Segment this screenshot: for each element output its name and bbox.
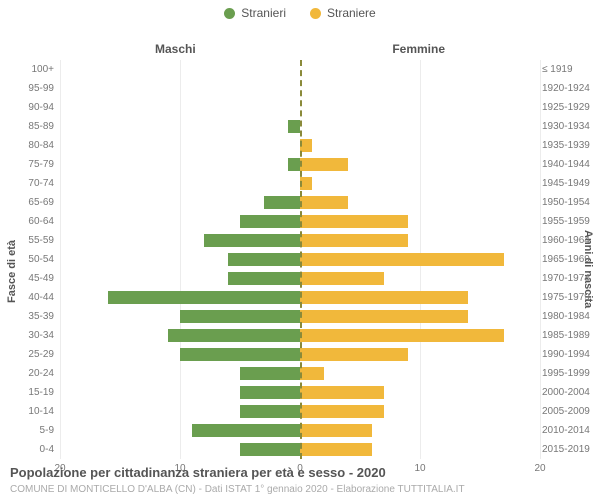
cohort-label: 1985-1989 <box>542 330 596 341</box>
legend-item-female: Straniere <box>310 6 376 20</box>
pyramid-chart: Maschi Femmine Fasce di età Anni di nasc… <box>0 20 600 460</box>
bar-male <box>168 329 300 342</box>
cohort-label: ≤ 1919 <box>542 64 596 75</box>
bar-male <box>240 386 300 399</box>
legend-label-female: Straniere <box>327 6 376 20</box>
bar-male <box>240 443 300 456</box>
x-tick: 10 <box>414 463 425 474</box>
chart-subtitle: COMUNE DI MONTICELLO D'ALBA (CN) - Dati … <box>10 484 465 495</box>
column-header-male: Maschi <box>155 42 196 56</box>
bar-male <box>264 196 300 209</box>
x-tick: 20 <box>534 463 545 474</box>
age-label: 55-59 <box>4 235 54 246</box>
cohort-label: 1975-1979 <box>542 292 596 303</box>
age-label: 20-24 <box>4 368 54 379</box>
bar-male <box>204 234 300 247</box>
age-label: 40-44 <box>4 292 54 303</box>
age-label: 90-94 <box>4 102 54 113</box>
age-label: 10-14 <box>4 406 54 417</box>
cohort-label: 1995-1999 <box>542 368 596 379</box>
bar-male <box>240 367 300 380</box>
bar-male <box>288 120 300 133</box>
cohort-label: 2010-2014 <box>542 425 596 436</box>
cohort-label: 1935-1939 <box>542 140 596 151</box>
cohort-label: 1980-1984 <box>542 311 596 322</box>
cohort-label: 1955-1959 <box>542 216 596 227</box>
age-label: 15-19 <box>4 387 54 398</box>
cohort-label: 1920-1924 <box>542 83 596 94</box>
age-label: 60-64 <box>4 216 54 227</box>
bar-female <box>300 348 408 361</box>
age-label: 50-54 <box>4 254 54 265</box>
bar-female <box>300 405 384 418</box>
cohort-label: 1930-1934 <box>542 121 596 132</box>
cohort-label: 1925-1929 <box>542 102 596 113</box>
bar-female <box>300 234 408 247</box>
age-label: 80-84 <box>4 140 54 151</box>
legend-swatch-female <box>310 8 321 19</box>
bar-female <box>300 291 468 304</box>
age-label: 100+ <box>4 64 54 75</box>
bar-female <box>300 329 504 342</box>
center-line <box>300 60 302 459</box>
bar-male <box>180 310 300 323</box>
age-label: 75-79 <box>4 159 54 170</box>
bar-female <box>300 158 348 171</box>
cohort-label: 1950-1954 <box>542 197 596 208</box>
column-header-female: Femmine <box>392 42 445 56</box>
bar-male <box>180 348 300 361</box>
bar-female <box>300 424 372 437</box>
bar-female <box>300 253 504 266</box>
bar-male <box>240 215 300 228</box>
cohort-label: 2015-2019 <box>542 444 596 455</box>
cohort-label: 1960-1964 <box>542 235 596 246</box>
cohort-label: 2000-2004 <box>542 387 596 398</box>
age-label: 65-69 <box>4 197 54 208</box>
bar-female <box>300 196 348 209</box>
cohort-label: 1945-1949 <box>542 178 596 189</box>
cohort-label: 1965-1969 <box>542 254 596 265</box>
legend: Stranieri Straniere <box>0 0 600 20</box>
legend-label-male: Stranieri <box>241 6 286 20</box>
age-label: 35-39 <box>4 311 54 322</box>
bar-female <box>300 386 384 399</box>
age-label: 25-29 <box>4 349 54 360</box>
cohort-label: 2005-2009 <box>542 406 596 417</box>
bar-male <box>108 291 300 304</box>
age-label: 95-99 <box>4 83 54 94</box>
cohort-label: 1970-1974 <box>542 273 596 284</box>
cohort-label: 1990-1994 <box>542 349 596 360</box>
bar-male <box>240 405 300 418</box>
bar-female <box>300 272 384 285</box>
age-label: 5-9 <box>4 425 54 436</box>
age-label: 85-89 <box>4 121 54 132</box>
age-label: 45-49 <box>4 273 54 284</box>
bar-female <box>300 215 408 228</box>
bar-female <box>300 443 372 456</box>
bar-male <box>288 158 300 171</box>
bar-female <box>300 367 324 380</box>
legend-item-male: Stranieri <box>224 6 286 20</box>
legend-swatch-male <box>224 8 235 19</box>
bar-male <box>228 272 300 285</box>
age-label: 0-4 <box>4 444 54 455</box>
chart-title: Popolazione per cittadinanza straniera p… <box>10 465 386 480</box>
age-label: 70-74 <box>4 178 54 189</box>
bar-female <box>300 310 468 323</box>
cohort-label: 1940-1944 <box>542 159 596 170</box>
age-label: 30-34 <box>4 330 54 341</box>
bar-male <box>192 424 300 437</box>
bar-male <box>228 253 300 266</box>
